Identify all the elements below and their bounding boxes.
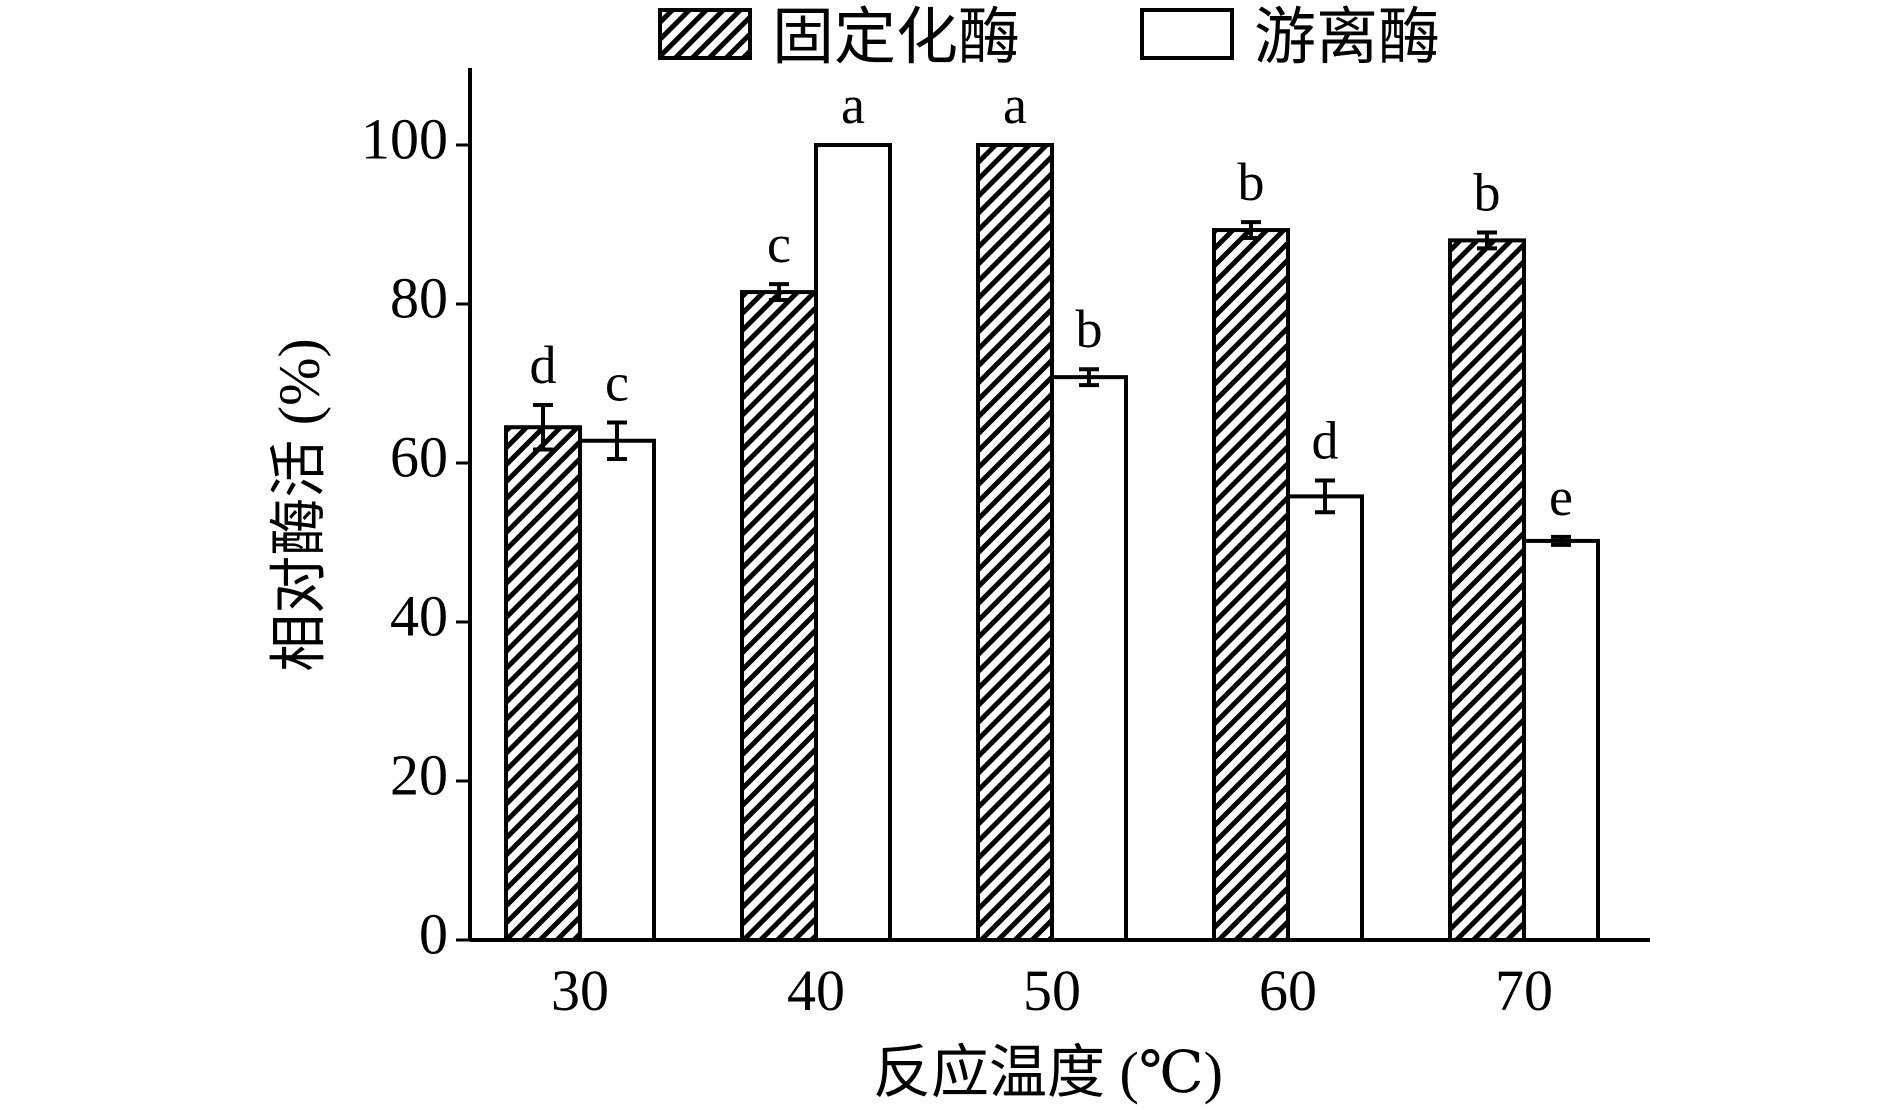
significance-label: c xyxy=(605,352,629,412)
y-axis-title-group: 相对酶活 (%) xyxy=(266,338,331,671)
significance-label: a xyxy=(1003,75,1027,135)
x-tick-label: 40 xyxy=(787,958,845,1023)
bar-series-1-40 xyxy=(740,290,818,942)
y-tick-label: 80 xyxy=(390,265,448,330)
y-tick-label: 0 xyxy=(419,901,448,966)
bar-series-1-70 xyxy=(1448,238,1526,942)
legend: 固定化酶 游离酶 xyxy=(658,4,1440,72)
legend-label-series-2: 游离酶 xyxy=(1254,4,1440,72)
y-tick-label: 20 xyxy=(390,742,448,807)
x-tick-label: 60 xyxy=(1259,958,1317,1023)
significance-label: c xyxy=(767,214,791,274)
significance-label: e xyxy=(1549,467,1573,527)
bar-series-2-30 xyxy=(578,438,656,942)
legend-swatch-series-2 xyxy=(1140,8,1234,60)
bar-series-1-50 xyxy=(976,143,1054,942)
significance-label: b xyxy=(1238,152,1265,212)
x-tick-label: 50 xyxy=(1023,958,1081,1023)
x-tick-label: 70 xyxy=(1495,958,1553,1023)
y-tick-label: 100 xyxy=(361,106,448,171)
significance-label: b xyxy=(1076,299,1103,359)
x-tick-label: 30 xyxy=(551,958,609,1023)
x-axis-title: 反应温度 (℃) xyxy=(873,1040,1223,1105)
significance-label: d xyxy=(530,335,557,395)
significance-label: d xyxy=(1312,410,1339,470)
bar-series-2-40 xyxy=(814,143,892,942)
bar-series-2-60 xyxy=(1286,494,1364,942)
y-tick-label: 40 xyxy=(390,583,448,648)
bar-series-2-70 xyxy=(1522,538,1600,942)
y-axis-title: 相对酶活 (%) xyxy=(266,338,331,671)
bar-series-2-50 xyxy=(1050,375,1128,942)
legend-swatch-series-1 xyxy=(658,8,752,60)
significance-label: a xyxy=(841,75,865,135)
y-tick-label: 60 xyxy=(390,424,448,489)
significance-label: b xyxy=(1474,162,1501,222)
bar-series-1-30 xyxy=(504,425,582,943)
bar-series-1-60 xyxy=(1212,228,1290,942)
legend-label-series-1: 固定化酶 xyxy=(772,4,1020,72)
